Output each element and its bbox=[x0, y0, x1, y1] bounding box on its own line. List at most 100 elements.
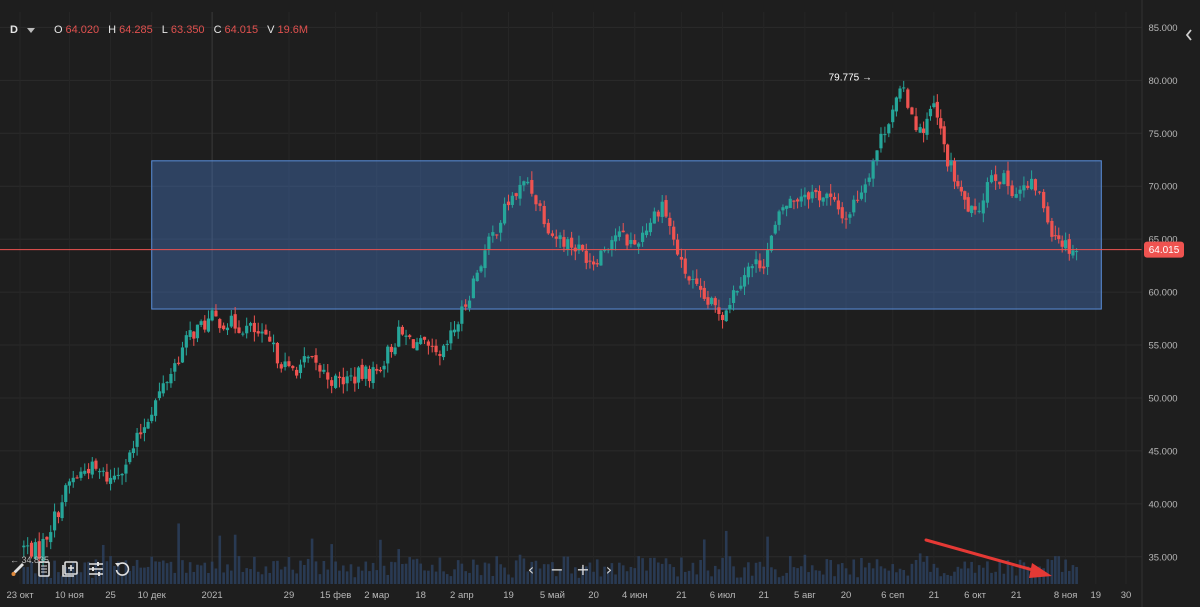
document-icon[interactable] bbox=[34, 559, 54, 579]
volume-bar bbox=[90, 577, 94, 584]
candle-body bbox=[566, 239, 570, 250]
candle-body bbox=[683, 258, 687, 274]
candle-body bbox=[1010, 185, 1014, 196]
current-price-badge-text: 64.015 bbox=[1149, 245, 1180, 256]
x-tick-label: 10 дек bbox=[138, 590, 167, 601]
volume-bar bbox=[276, 560, 279, 584]
volume-bar bbox=[810, 565, 814, 584]
interval-label[interactable]: D bbox=[10, 24, 18, 36]
candle-body bbox=[310, 356, 314, 358]
candle-body bbox=[302, 356, 306, 363]
candle-body bbox=[157, 391, 162, 399]
zoom-in-button[interactable]: + bbox=[576, 559, 590, 579]
volume-bar bbox=[534, 560, 538, 584]
candle-body bbox=[245, 325, 249, 334]
volume-bar bbox=[637, 556, 640, 584]
candle-body bbox=[169, 373, 173, 384]
zoom-out-button[interactable]: − bbox=[550, 559, 564, 579]
volume-bar bbox=[260, 574, 264, 584]
candle-body bbox=[829, 193, 833, 197]
candle-body bbox=[546, 222, 550, 234]
volume-bar bbox=[818, 570, 821, 584]
volume-bar bbox=[891, 564, 895, 584]
candle-body bbox=[225, 327, 230, 331]
volume-bar bbox=[724, 530, 728, 584]
annotation-arrow[interactable] bbox=[924, 538, 1052, 578]
volume-bar bbox=[98, 569, 101, 584]
volume-bar bbox=[781, 575, 785, 584]
volume-bar bbox=[977, 565, 981, 584]
candle-body bbox=[271, 342, 276, 345]
volume-bar bbox=[875, 559, 879, 584]
max-price-label: 79.775 → bbox=[829, 73, 872, 84]
interval-dropdown-icon[interactable] bbox=[26, 27, 35, 33]
volume-bar bbox=[814, 570, 818, 584]
volume-bar bbox=[161, 560, 165, 584]
candle-body bbox=[479, 266, 483, 272]
x-tick-label: 21 bbox=[758, 590, 769, 601]
candlesticks bbox=[22, 80, 1079, 567]
x-tick-label: 20 bbox=[588, 590, 599, 601]
volume-bar bbox=[610, 563, 614, 584]
volume-bar bbox=[105, 561, 109, 584]
candle-body bbox=[1075, 251, 1079, 253]
candle-body bbox=[105, 471, 109, 482]
reset-icon[interactable] bbox=[112, 559, 132, 579]
candle-body bbox=[1037, 191, 1042, 193]
volume-bar bbox=[547, 564, 550, 584]
candle-body bbox=[550, 233, 555, 236]
volume-bar bbox=[146, 566, 150, 584]
scroll-left-button[interactable]: ‹ bbox=[527, 559, 535, 579]
candle-body bbox=[195, 324, 200, 339]
scroll-right-button[interactable]: › bbox=[605, 559, 613, 579]
volume-bar bbox=[914, 559, 918, 584]
volume-bar bbox=[1026, 566, 1030, 584]
time-axis[interactable]: 23 окт 10 ноя 25 10 дек 2021 29 15 фев 2 мар 18 2… bbox=[6, 590, 1131, 601]
candle-body bbox=[918, 127, 922, 133]
candle-body bbox=[456, 324, 460, 332]
volume-bar bbox=[883, 568, 887, 584]
volume-bar bbox=[442, 571, 445, 584]
candle-body bbox=[314, 355, 318, 363]
volume-bar bbox=[970, 561, 973, 584]
volume-bar bbox=[898, 568, 902, 584]
volume-bar bbox=[656, 562, 660, 584]
volume-bar bbox=[863, 567, 867, 584]
x-tick-label: 2021 bbox=[202, 590, 223, 601]
price-axis[interactable]: 85.000 80.000 75.000 70.000 65.000 60.000 55.0… bbox=[1148, 23, 1177, 563]
candle-body bbox=[891, 109, 895, 123]
candle-body bbox=[483, 250, 487, 269]
candle-body bbox=[71, 477, 75, 483]
settings-sliders-icon[interactable] bbox=[86, 559, 106, 579]
volume-bar bbox=[360, 570, 364, 584]
candle-body bbox=[345, 376, 349, 384]
candle-body bbox=[584, 250, 588, 263]
volume-bar bbox=[507, 574, 510, 584]
volume-bar bbox=[788, 556, 792, 584]
candle-body bbox=[998, 181, 1002, 185]
volume-bar bbox=[419, 563, 422, 584]
candle-body bbox=[648, 222, 653, 233]
volume-bar bbox=[910, 563, 914, 584]
volume-bar bbox=[514, 560, 518, 584]
candle-body bbox=[180, 347, 185, 363]
brush-tool-icon[interactable] bbox=[8, 559, 28, 579]
add-indicator-icon[interactable] bbox=[60, 559, 80, 579]
candle-body bbox=[602, 250, 607, 252]
candle-body bbox=[928, 108, 933, 117]
candle-body bbox=[852, 199, 856, 213]
candle-body bbox=[562, 237, 566, 247]
candle-body bbox=[855, 199, 860, 201]
collapse-panel-icon[interactable] bbox=[1182, 26, 1196, 44]
volume-bar bbox=[1014, 575, 1018, 584]
volume-bar bbox=[664, 558, 668, 584]
candle-body bbox=[898, 88, 902, 99]
volume-bar bbox=[614, 574, 617, 584]
volume-bar bbox=[22, 567, 26, 584]
candle-body bbox=[1022, 185, 1026, 191]
candle-body bbox=[613, 235, 618, 242]
candle-body bbox=[60, 502, 64, 519]
candle-body bbox=[283, 361, 287, 368]
volume-bar bbox=[483, 562, 487, 584]
